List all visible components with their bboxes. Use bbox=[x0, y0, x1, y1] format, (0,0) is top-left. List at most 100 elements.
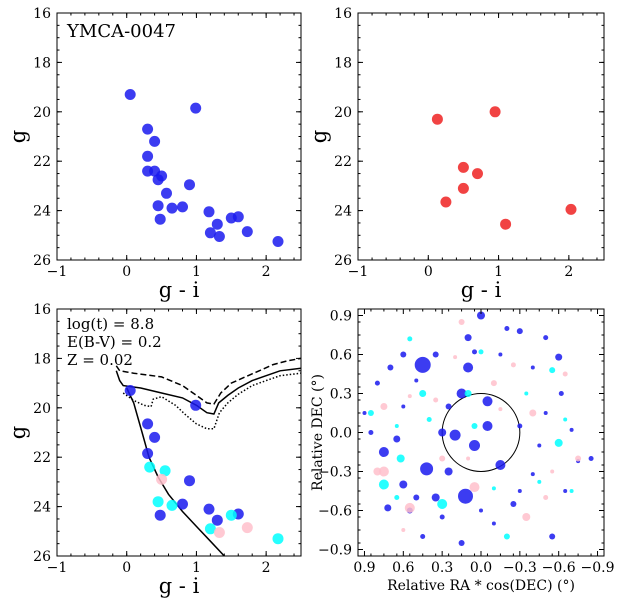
x-tick-label: −1 bbox=[348, 264, 369, 280]
data-point bbox=[489, 106, 501, 118]
x-axis-label: g - i bbox=[461, 278, 502, 302]
data-point bbox=[463, 362, 474, 373]
data-point bbox=[272, 533, 284, 545]
x-tick-label: −0.6 bbox=[542, 560, 576, 576]
y-tick-label: 24 bbox=[33, 500, 51, 516]
x-tick-label: 0.0 bbox=[470, 560, 492, 576]
axes-frame bbox=[56, 12, 302, 261]
data-point bbox=[569, 489, 574, 493]
data-point bbox=[530, 472, 535, 477]
y-axis-label: g bbox=[307, 130, 331, 143]
data-point bbox=[563, 489, 568, 493]
data-point bbox=[394, 495, 400, 500]
y-tick-label: −0.9 bbox=[318, 543, 352, 559]
data-point bbox=[438, 428, 447, 437]
x-tick-label: −1 bbox=[47, 560, 68, 576]
data-point bbox=[537, 479, 542, 484]
panel-title: YMCA-0047 bbox=[66, 21, 176, 42]
data-point bbox=[204, 523, 216, 535]
x-tick-label: −1 bbox=[47, 264, 68, 280]
data-point bbox=[166, 202, 178, 214]
data-point bbox=[401, 404, 406, 409]
data-point bbox=[362, 411, 367, 415]
data-point bbox=[154, 509, 166, 521]
data-point bbox=[464, 390, 472, 397]
data-point bbox=[472, 349, 477, 355]
data-point bbox=[184, 475, 195, 487]
data-point bbox=[439, 455, 446, 462]
x-tick-label: 2 bbox=[262, 560, 271, 576]
data-point bbox=[457, 161, 469, 173]
data-point bbox=[152, 200, 164, 212]
cmd-panel-top-left: −1 0 1 2 16 18 20 22 24 26 g - i g YMCA-0047 bbox=[6, 6, 302, 302]
y-tick-label: 20 bbox=[33, 105, 51, 121]
x-tick-label: 2 bbox=[262, 264, 271, 280]
data-point bbox=[549, 367, 556, 374]
plot-area bbox=[431, 106, 577, 230]
y-tick-label: 0.3 bbox=[330, 387, 352, 403]
data-point bbox=[420, 462, 434, 476]
data-point bbox=[414, 356, 431, 373]
data-point bbox=[203, 503, 215, 515]
data-point bbox=[393, 435, 401, 443]
data-point bbox=[431, 113, 443, 125]
data-point bbox=[152, 174, 164, 186]
data-point bbox=[374, 380, 380, 386]
data-point bbox=[554, 438, 563, 447]
data-point bbox=[466, 456, 471, 461]
data-point bbox=[225, 509, 237, 521]
data-point bbox=[211, 218, 223, 230]
isochrone-parameter-label: log(t) = 8.8 bbox=[67, 315, 154, 333]
y-tick-label: 18 bbox=[33, 351, 51, 367]
y-tick-label: 22 bbox=[334, 154, 352, 170]
data-point bbox=[558, 391, 564, 396]
data-point bbox=[152, 496, 164, 508]
x-tick-label: 1 bbox=[192, 264, 201, 280]
data-point bbox=[482, 421, 493, 431]
y-tick-label: −0.3 bbox=[318, 465, 352, 481]
data-point bbox=[449, 429, 461, 441]
y-axis-label: g bbox=[6, 130, 30, 143]
isochrone-parameter-label: E(B-V) = 0.2 bbox=[67, 333, 162, 351]
data-point bbox=[156, 473, 168, 485]
isochrone-parameter-label: Z = 0.02 bbox=[67, 351, 133, 369]
data-point bbox=[380, 403, 388, 410]
data-point bbox=[149, 431, 161, 443]
data-point bbox=[419, 390, 427, 397]
data-point bbox=[124, 385, 136, 396]
y-tick-label: 16 bbox=[33, 302, 51, 318]
x-tick-label: 0.3 bbox=[431, 560, 453, 576]
data-point bbox=[569, 427, 574, 432]
isochrone-solid bbox=[126, 387, 225, 556]
data-point bbox=[203, 206, 215, 218]
data-point bbox=[498, 407, 503, 412]
data-point bbox=[437, 499, 448, 509]
data-point bbox=[517, 489, 522, 493]
data-point bbox=[457, 182, 469, 194]
data-point bbox=[241, 522, 253, 534]
y-tick-label: 26 bbox=[33, 253, 51, 269]
data-point bbox=[503, 533, 510, 540]
data-point bbox=[404, 502, 415, 513]
data-point bbox=[204, 227, 216, 239]
data-point bbox=[124, 89, 136, 100]
data-point bbox=[396, 454, 405, 463]
data-point bbox=[387, 364, 394, 371]
x-tick-label: 1 bbox=[494, 264, 503, 280]
data-point bbox=[549, 533, 556, 540]
data-point bbox=[154, 213, 166, 225]
plot-area bbox=[115, 357, 301, 556]
cmd-panel-isochrone: −1 0 1 2 16 18 20 22 24 26 g - i g log(t) = 8.8E(B-V… bbox=[6, 302, 302, 598]
data-point bbox=[537, 443, 542, 448]
x-tick-label: −0.3 bbox=[503, 560, 537, 576]
y-tick-label: 22 bbox=[33, 450, 51, 466]
data-point bbox=[469, 482, 480, 493]
data-point bbox=[384, 504, 392, 512]
data-point bbox=[142, 150, 154, 162]
data-point bbox=[190, 102, 202, 114]
y-tick-label: 0.0 bbox=[330, 426, 352, 442]
data-point bbox=[367, 410, 374, 416]
data-point bbox=[142, 123, 154, 135]
data-point bbox=[495, 460, 506, 470]
data-point bbox=[368, 430, 374, 435]
